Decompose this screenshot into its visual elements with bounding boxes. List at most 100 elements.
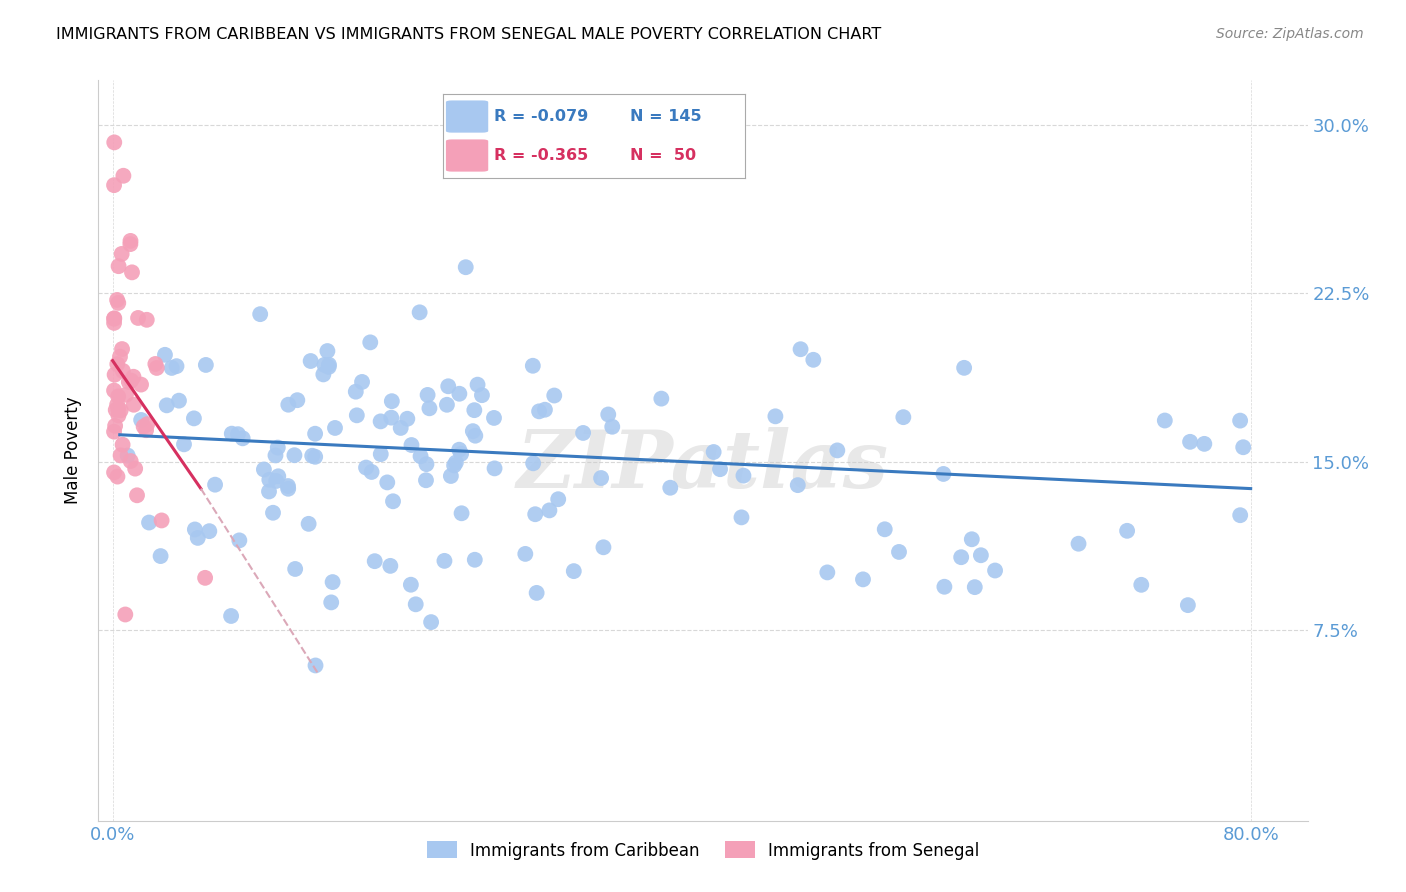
Point	[467, 377, 489, 392]
Point	[515, 547, 537, 561]
Point	[127, 310, 149, 325]
Point	[277, 482, 299, 496]
Point	[1116, 524, 1139, 538]
Point	[370, 414, 392, 428]
Point	[277, 479, 299, 493]
Point	[527, 404, 550, 418]
Point	[953, 360, 976, 375]
Point	[143, 357, 166, 371]
Point	[381, 394, 404, 409]
Point	[1130, 578, 1153, 592]
Point	[547, 492, 569, 507]
Point	[522, 456, 544, 470]
Point	[730, 510, 752, 524]
Point	[852, 573, 875, 587]
Point	[111, 438, 134, 452]
Point	[471, 388, 494, 402]
Point	[107, 401, 129, 416]
Point	[118, 375, 141, 389]
Point	[703, 445, 725, 459]
Point	[110, 403, 132, 417]
Point	[827, 443, 849, 458]
Text: N =  50: N = 50	[630, 148, 696, 163]
Point	[1153, 413, 1175, 427]
Point	[219, 609, 242, 624]
Point	[226, 427, 249, 442]
Point	[103, 311, 125, 326]
Point	[267, 469, 290, 483]
Point	[103, 384, 125, 398]
Point	[891, 410, 914, 425]
Point	[105, 357, 128, 371]
Text: ZIPatlas: ZIPatlas	[517, 426, 889, 504]
Point	[934, 580, 956, 594]
Point	[132, 419, 155, 434]
Legend: Immigrants from Caribbean, Immigrants from Senegal: Immigrants from Caribbean, Immigrants fr…	[419, 833, 987, 868]
Point	[105, 398, 128, 412]
Point	[396, 411, 419, 425]
Point	[524, 507, 547, 521]
Point	[135, 313, 157, 327]
Point	[659, 481, 682, 495]
Point	[120, 454, 142, 468]
Point	[444, 456, 467, 470]
Point	[104, 368, 127, 382]
Point	[801, 352, 824, 367]
Point	[484, 461, 506, 475]
Point	[600, 419, 623, 434]
Point	[259, 473, 281, 487]
Point	[409, 449, 432, 463]
Point	[380, 558, 402, 573]
Point	[184, 523, 207, 537]
Point	[370, 447, 392, 461]
Point	[129, 413, 152, 427]
Point	[401, 438, 423, 452]
Point	[449, 442, 471, 457]
Point	[284, 562, 307, 576]
Point	[543, 388, 565, 402]
Text: R = -0.365: R = -0.365	[495, 148, 589, 163]
Point	[1194, 437, 1216, 451]
Point	[815, 566, 838, 580]
Point	[112, 169, 135, 183]
Point	[285, 393, 308, 408]
Point	[415, 473, 437, 487]
Point	[122, 369, 145, 384]
Point	[932, 467, 955, 481]
Point	[399, 578, 422, 592]
Point	[786, 478, 808, 492]
Point	[145, 360, 167, 375]
Point	[107, 259, 129, 273]
Point	[420, 615, 443, 629]
Point	[228, 533, 250, 548]
Point	[194, 358, 217, 372]
Y-axis label: Male Poverty: Male Poverty	[65, 397, 83, 504]
Point	[167, 393, 190, 408]
Point	[963, 580, 986, 594]
Text: N = 145: N = 145	[630, 109, 702, 124]
Point	[124, 461, 146, 475]
Point	[262, 506, 284, 520]
Point	[316, 344, 339, 359]
Point	[111, 247, 134, 261]
Point	[591, 471, 613, 485]
FancyBboxPatch shape	[446, 139, 488, 171]
Point	[107, 409, 129, 423]
Point	[572, 425, 595, 440]
Point	[114, 607, 136, 622]
Point	[111, 342, 134, 356]
Point	[322, 575, 344, 590]
Point	[592, 541, 614, 555]
Point	[454, 260, 477, 275]
Point	[304, 450, 326, 464]
Point	[120, 374, 142, 388]
Point	[153, 348, 176, 362]
Point	[314, 358, 336, 372]
Point	[1229, 508, 1251, 523]
Point	[221, 426, 243, 441]
Point	[450, 506, 472, 520]
Point	[364, 554, 387, 568]
Point	[405, 597, 427, 611]
Point	[125, 488, 148, 502]
Point	[117, 449, 139, 463]
